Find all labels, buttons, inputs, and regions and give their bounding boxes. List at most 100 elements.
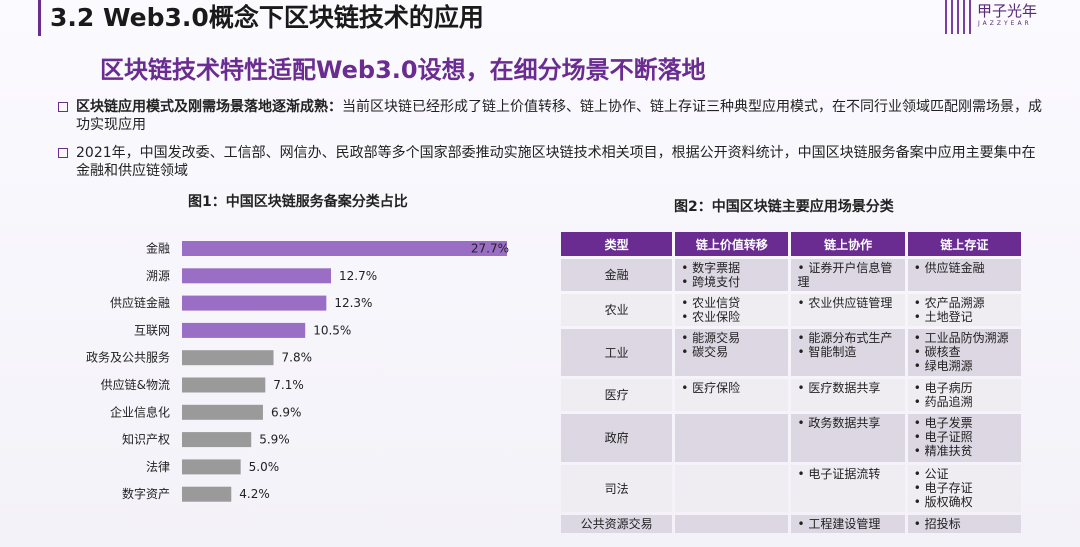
bar — [182, 322, 306, 338]
table-row: 司法 • 电子证据流转 • 公证 • 电子存证 • 版权确权 — [561, 465, 1021, 512]
cell-c2: • 证券开户信息管理 — [791, 259, 905, 291]
category-label: 企业信息化 — [110, 404, 170, 419]
bar — [182, 459, 241, 475]
cell-c3: • 供应链金融 — [907, 259, 1021, 291]
table-row: 金融 • 数字票据 • 跨境支付 • 证券开户信息管理 • 供应链金融 — [561, 259, 1021, 291]
cell-c3: • 电子病历 • 药品追溯 — [907, 379, 1021, 411]
cell-item: • 碳核查 — [913, 345, 961, 359]
row-type: 金融 — [561, 259, 673, 291]
table-row: 公共资源交易 • 工程建设管理 • 招投标 — [561, 515, 1021, 533]
cell-item: • 药品追溯 — [913, 395, 973, 409]
scenario-table: 类型 链上价值转移 链上协作 链上存证 金融 • 数字票据 • 跨境支付 • 证券开户… — [558, 229, 1024, 536]
category-label: 政务及公共服务 — [86, 350, 170, 365]
data-label: 12.7% — [339, 269, 377, 283]
bullet-text: 当前区块链已经形成了链上价值转移、链上协作、链上存证三种典型应用模式，在不同行业… — [76, 99, 1042, 133]
cell-item: • 公证 — [913, 467, 949, 481]
table-title: 图2：中国区块链主要应用场景分类 — [674, 199, 894, 215]
cell-c1: • 医疗保险 — [675, 379, 789, 411]
cell-c1: • 农业信贷 • 农业保险 — [675, 294, 789, 326]
table-row: 工业 • 能源交易 • 碳交易 • 能源分布式生产 • 智能制造 • 工业品防伪溯源 • 碳… — [561, 329, 1021, 376]
cell-item: • 证券开户信息管理 — [797, 261, 893, 289]
cell-item: • 农业保险 — [681, 310, 741, 324]
cell-item: • 电子证据流转 — [797, 467, 881, 481]
category-label: 知识产权 — [122, 433, 170, 447]
bar — [182, 432, 252, 448]
logo: 甲子光年 JAZZYEAR — [945, 0, 1075, 40]
cell-item: • 农业供应链管理 — [797, 296, 893, 310]
cell-c3: • 工业品防伪溯源 • 碳核查 • 绿电溯源 — [907, 329, 1021, 376]
cell-item: • 政务数据共享 — [797, 416, 881, 430]
header-value-transfer: 链上价值转移 — [675, 232, 789, 256]
data-label: 4.2% — [239, 487, 270, 501]
title-accent-bar — [38, 0, 41, 36]
category-label: 互联网 — [134, 323, 170, 337]
cell-c3: • 电子发票 • 电子证照 • 精准扶贫 — [907, 414, 1021, 462]
cell-item: • 农业信贷 — [681, 296, 741, 310]
data-label: 5.0% — [249, 460, 279, 474]
bar — [182, 350, 274, 366]
bullet-2: 2021年，中国发改委、工信部、网信办、民政部等多个国家部委推动实施区块链技术相… — [58, 144, 1048, 180]
cell-c1 — [675, 515, 789, 533]
row-type: 政府 — [561, 414, 673, 462]
header-type: 类型 — [561, 232, 673, 256]
row-type: 工业 — [561, 329, 673, 376]
logo-icon — [945, 0, 973, 34]
cell-c2: • 农业供应链管理 — [791, 294, 905, 326]
cell-item: • 电子病历 — [913, 381, 973, 395]
square-bullet-icon — [58, 148, 68, 158]
category-label: 数字资产 — [122, 486, 170, 501]
bar — [182, 404, 263, 420]
category-label: 供应链金融 — [110, 295, 170, 310]
bar — [182, 486, 232, 502]
header-collaboration: 链上协作 — [791, 232, 905, 256]
data-label: 27.7% — [471, 242, 509, 256]
bar-chart: 金融 27.7% 溯源 12.7% 供应链金融 12.3% 互联网 10.5% 政务及公共服务 7… — [86, 241, 509, 502]
cell-item: • 医疗数据共享 — [797, 381, 881, 395]
cell-c1: • 数字票据 • 跨境支付 — [675, 259, 789, 291]
cell-item: • 智能制造 — [797, 345, 857, 359]
cell-c2: • 能源分布式生产 • 智能制造 — [791, 329, 905, 376]
cell-item: • 医疗保险 — [681, 381, 741, 395]
data-label: 7.1% — [273, 378, 304, 392]
cell-item: • 工程建设管理 — [797, 517, 881, 531]
cell-item: • 能源分布式生产 — [797, 331, 893, 345]
cell-item: • 版权确权 — [913, 495, 973, 509]
bar — [182, 377, 266, 393]
bullet-bold: 区块链应用模式及刚需场景落地逐渐成熟： — [76, 99, 342, 115]
cell-item: • 精准扶贫 — [913, 444, 973, 458]
cell-c1: • 能源交易 • 碳交易 — [675, 329, 789, 376]
data-label: 12.3% — [334, 296, 372, 310]
subtitle: 区块链技术特性适配Web3.0设想，在细分场景不断落地 — [100, 56, 706, 84]
cell-item: • 工业品防伪溯源 — [913, 331, 1009, 345]
table-row: 医疗 • 医疗保险 • 医疗数据共享 • 电子病历 • 药品追溯 — [561, 379, 1021, 411]
cell-c2: • 医疗数据共享 — [791, 379, 905, 411]
cell-item: • 农产品溯源 — [913, 296, 985, 310]
bar — [182, 241, 507, 256]
data-label: 10.5% — [313, 323, 351, 337]
cell-c3: • 公证 • 电子存证 • 版权确权 — [907, 465, 1021, 512]
cell-c2: • 政务数据共享 — [791, 414, 905, 462]
cell-item: • 绿电溯源 — [913, 359, 973, 373]
cell-c3: • 农产品溯源 • 土地登记 — [907, 294, 1021, 326]
category-label: 金融 — [146, 241, 170, 256]
cell-item: • 招投标 — [913, 517, 961, 531]
data-label: 5.9% — [259, 433, 290, 447]
row-type: 农业 — [561, 294, 673, 326]
square-bullet-icon — [58, 102, 68, 112]
cell-item: • 电子发票 — [913, 416, 973, 430]
cell-c2: • 工程建设管理 — [791, 515, 905, 533]
logo-name: 甲子光年 — [977, 2, 1038, 20]
row-type: 公共资源交易 — [561, 515, 673, 533]
category-label: 法律 — [146, 460, 170, 474]
chart-title: 图1：中国区块链服务备案分类占比 — [188, 194, 408, 210]
category-label: 供应链&物流 — [101, 377, 170, 392]
bar — [182, 295, 327, 311]
cell-item: • 碳交易 — [681, 345, 729, 359]
cell-item: • 数字票据 — [681, 261, 741, 275]
cell-item: • 土地登记 — [913, 310, 973, 324]
table-row: 政府 • 政务数据共享 • 电子发票 • 电子证照 • 精准扶贫 — [561, 414, 1021, 462]
cell-item: • 电子存证 — [913, 481, 973, 495]
cell-item: • 供应链金融 — [913, 261, 985, 275]
cell-c1 — [675, 414, 789, 462]
cell-c3: • 招投标 — [907, 515, 1021, 533]
